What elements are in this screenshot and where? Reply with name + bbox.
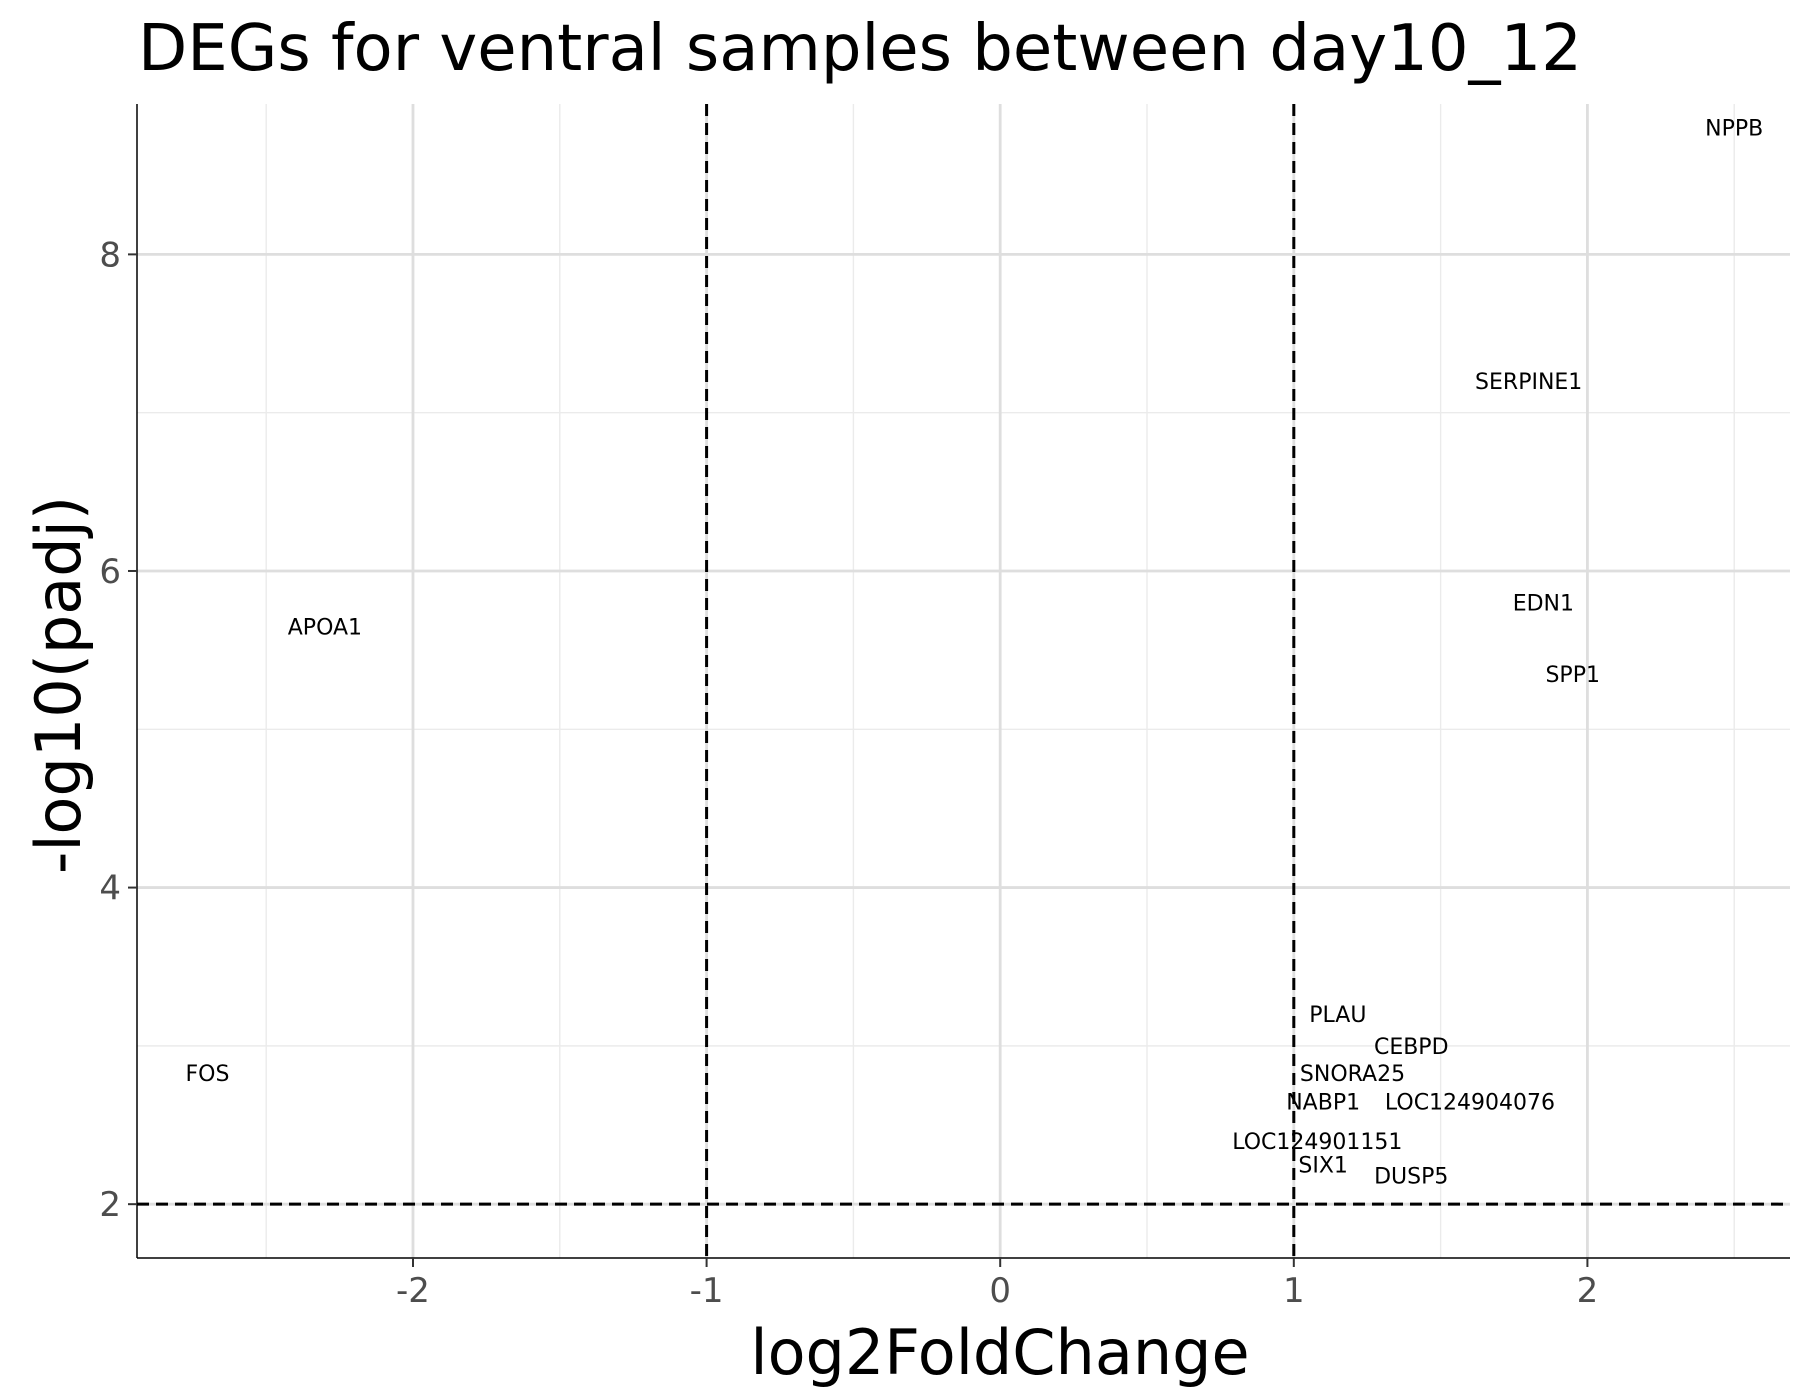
x-axis-title: log2FoldChange [750,1316,1249,1389]
x-tick-label: 0 [989,1271,1011,1311]
gene-label-plau: PLAU [1309,1003,1366,1028]
gene-label-apoa1: APOA1 [288,615,362,640]
chart-title: DEGs for ventral samples between day10_1… [138,12,1582,86]
gene-label-snora25: SNORA25 [1300,1062,1405,1087]
x-tick-label: -1 [690,1271,724,1311]
x-tick-label: 2 [1577,1271,1599,1311]
gene-label-cebpd: CEBPD [1374,1035,1449,1060]
x-tick-label: 1 [1283,1271,1305,1311]
x-tick-label: -2 [396,1271,430,1311]
y-axis-title: -log10(padj) [22,496,95,874]
axes: -2 -1 0 1 2 2 4 6 8 [99,104,1790,1311]
y-tick-label: 2 [99,1185,121,1225]
gene-label-loc124904076: LOC124904076 [1385,1090,1555,1115]
gene-label-six1: SIX1 [1298,1154,1348,1179]
gene-label-loc124901151: LOC124901151 [1232,1130,1402,1155]
y-tick-label: 8 [99,235,121,275]
gene-label-nabp1: NABP1 [1286,1090,1360,1115]
gene-label-nppb: NPPB [1705,117,1763,142]
gene-label-fos: FOS [185,1062,229,1087]
gene-labels: NPPB SERPINE1 EDN1 APOA1 SPP1 PLAU CEBPD FOS SNO… [185,117,1763,1190]
grid [137,104,1790,1258]
gene-label-spp1: SPP1 [1545,663,1600,688]
gene-label-dusp5: DUSP5 [1374,1165,1448,1190]
gene-label-serpine1: SERPINE1 [1475,370,1582,395]
gene-label-edn1: EDN1 [1513,592,1574,617]
y-tick-label: 6 [99,552,121,592]
threshold-lines [137,104,1790,1258]
y-tick-label: 4 [99,869,121,909]
